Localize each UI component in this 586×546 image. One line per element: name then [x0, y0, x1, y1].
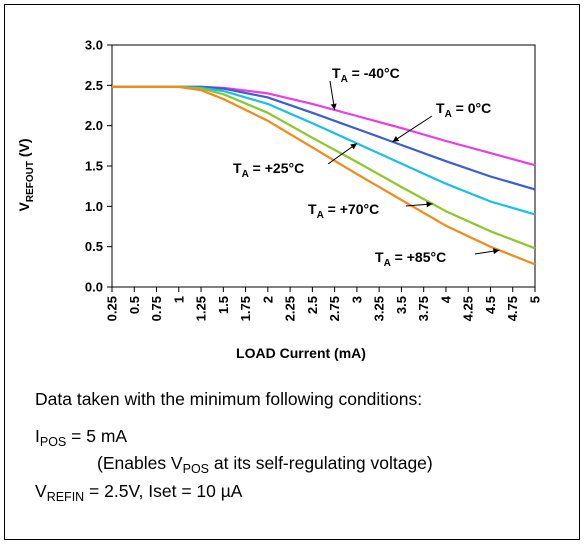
x-tick-label: 0.75 [149, 296, 164, 321]
annotation-label: TA = +70°C [308, 201, 379, 221]
y-tick-label: 0.0 [85, 280, 103, 295]
x-tick-label: 1 [171, 296, 186, 303]
annotation-arrowhead [426, 201, 433, 208]
x-tick-label: 3 [349, 296, 364, 303]
line-chart: TA = -40°C TA = 0°C TA = +25°C TA = +70°C TA… [16, 38, 543, 362]
ipos-symbol: I [35, 426, 40, 446]
vrefin-subscript: REFIN [46, 490, 85, 504]
x-tick-label: 1.75 [238, 296, 253, 321]
x-tick-label: 2.25 [283, 296, 298, 321]
x-tick-label: 3.25 [372, 296, 387, 321]
x-tick-label: 4 [438, 295, 453, 303]
tick-label-layer: 0.0 0.5 1.0 1.5 2.0 2.5 3.0 0.25 0.5 0.75 1 1.25 1.5… [85, 38, 543, 322]
x-axis-label: LOAD Current (mA) [236, 345, 366, 361]
x-tick-label: 1.25 [194, 296, 209, 321]
annotation-arrowhead [330, 103, 337, 110]
x-tick-label: 0.5 [127, 296, 142, 314]
enables-prefix: (Enables V [97, 453, 183, 473]
y-tick-label: 1.0 [85, 199, 103, 214]
x-tick-label: 3.5 [394, 296, 409, 314]
conditions-intro: Data taken with the minimum following co… [35, 389, 423, 409]
vrefin-symbol: V [35, 481, 47, 501]
figure-frame [4, 4, 580, 540]
annotation-arrowhead [492, 248, 500, 255]
ipos-condition: IPOS = 5 mA [35, 426, 128, 449]
annotation-label: TA = +25°C [233, 160, 304, 180]
plot-area-border [111, 44, 536, 288]
ipos-subscript: POS [39, 435, 67, 449]
y-tick-label: 3.0 [85, 38, 103, 53]
vrefin-condition: VREFIN = 2.5V, Iset = 10 µA [35, 481, 243, 504]
x-tick-label: 0.25 [105, 296, 120, 321]
x-tick-label: 5 [528, 296, 543, 303]
y-tick-label: 2.5 [85, 78, 103, 93]
annotation-label: TA = +85°C [375, 249, 446, 269]
chart-axes [107, 44, 536, 292]
annotation-label: TA = -40°C [332, 65, 400, 85]
enables-subscript: POS [182, 462, 210, 476]
x-tick-label: 4.75 [505, 296, 520, 321]
y-axis-label: VREFOUT (V) [16, 138, 36, 211]
enables-note: (Enables VPOS at its self-regulating vol… [97, 453, 433, 476]
x-tick-label: 2.75 [327, 296, 342, 321]
y-tick-label: 2.0 [85, 118, 103, 133]
annotation-layer: TA = -40°C TA = 0°C TA = +25°C TA = +70°C TA… [233, 65, 500, 269]
ipos-value: = 5 mA [66, 426, 128, 446]
x-tick-label: 4.5 [483, 296, 498, 314]
x-tick-label: 2.5 [305, 296, 320, 314]
series-layer [112, 85, 536, 266]
annotation-arrowhead [392, 136, 400, 142]
y-tick-label: 1.5 [85, 159, 103, 174]
x-tick-label: 4.25 [461, 296, 476, 321]
x-tick-label: 1.5 [216, 296, 231, 314]
annotation-leader [392, 115, 433, 143]
enables-suffix: at its self-regulating voltage) [209, 453, 433, 473]
vrefin-value: = 2.5V, Iset = 10 µA [84, 481, 243, 501]
y-tick-label: 0.5 [85, 239, 103, 254]
series-line [112, 85, 536, 266]
x-tick-label: 3.75 [416, 296, 431, 321]
annotation-arrowhead [350, 143, 357, 150]
x-tick-label: 2 [260, 296, 275, 303]
annotation-label: TA = 0°C [436, 100, 491, 120]
